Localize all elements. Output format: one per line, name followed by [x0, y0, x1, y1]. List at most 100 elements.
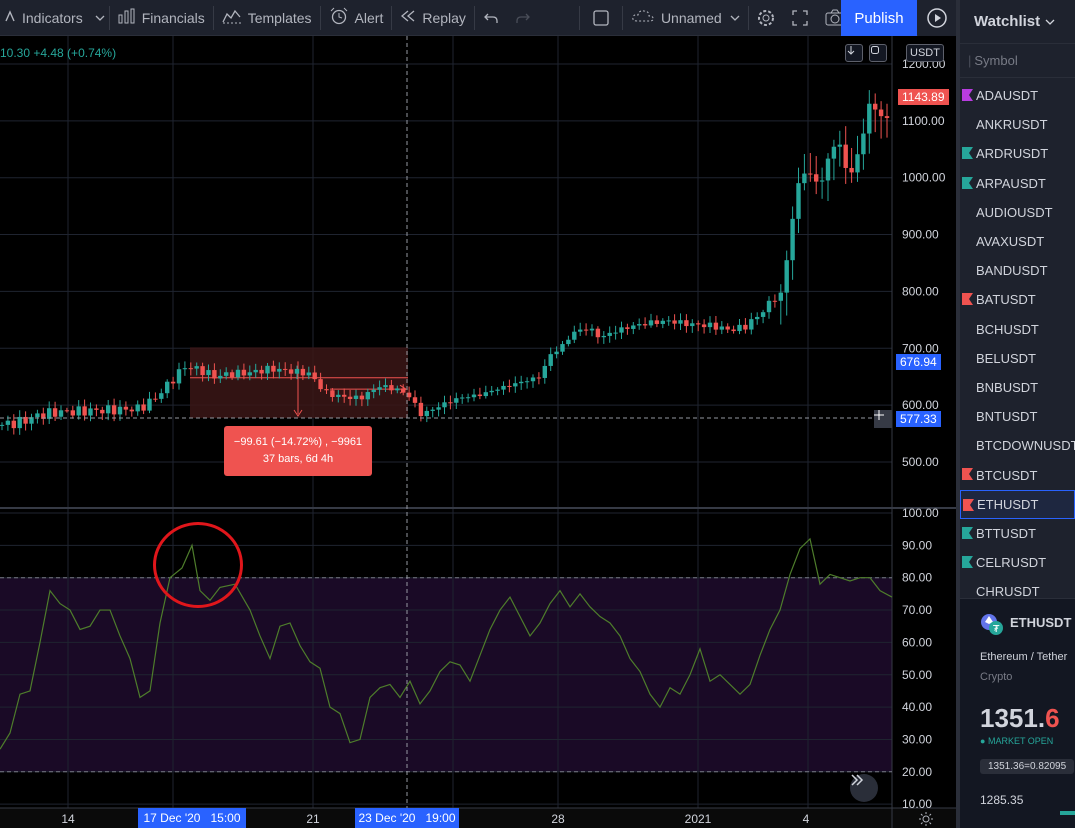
measure-box[interactable]: [190, 347, 408, 418]
watchlist-item[interactable]: ADAUSDT: [960, 81, 1075, 110]
candle-body: [707, 322, 713, 328]
time-axis-settings-button[interactable]: [918, 811, 934, 827]
candle-body: [170, 381, 176, 384]
scroll-down-button[interactable]: [845, 44, 863, 62]
financials-icon: [118, 8, 136, 27]
flag-icon[interactable]: [962, 468, 973, 481]
flag-icon[interactable]: [962, 526, 973, 539]
measure-tooltip: −99.61 (−14.72%) , −9961 37 bars, 6d 4h: [224, 426, 372, 476]
candle-body: [206, 370, 211, 376]
candle-body: [17, 416, 22, 429]
rsi-axis-label: 70.00: [902, 603, 932, 617]
crosshair-price-tag: 577.33: [896, 411, 941, 427]
currency-text: USDT: [910, 47, 940, 59]
time-highlight-start-text: 17 Dec '20 15:00: [143, 811, 241, 825]
price-axis-label: 600.00: [902, 398, 939, 412]
candle-body: [595, 328, 601, 338]
watchlist-item[interactable]: ARDRUSDT: [960, 139, 1075, 168]
watchlist-item-symbol: BTTUSDT: [976, 525, 1036, 541]
watchlist-item[interactable]: BTCUSDT: [960, 460, 1075, 489]
candle-body: [878, 109, 884, 117]
scroll-to-realtime-button[interactable]: [850, 774, 878, 802]
candle-body: [831, 146, 837, 159]
candle-body: [471, 394, 477, 398]
layout-name-button[interactable]: Unnamed: [623, 0, 748, 36]
alarm-clock-icon: [329, 7, 349, 28]
flag-icon[interactable]: [962, 293, 973, 306]
candle-body: [678, 320, 683, 324]
watchlist-item[interactable]: BCHUSDT: [960, 315, 1075, 344]
candle-body: [501, 385, 506, 390]
candle-body: [294, 368, 300, 374]
undo-button[interactable]: [475, 0, 507, 36]
watchlist-item[interactable]: BTTUSDT: [960, 519, 1075, 548]
settings-button[interactable]: [749, 0, 783, 36]
flag-icon[interactable]: [962, 147, 973, 160]
watchlist-item-symbol: BATUSDT: [976, 292, 1036, 308]
watchlist-item[interactable]: BTCDOWNUSDT: [960, 431, 1075, 460]
candle-body: [153, 398, 158, 400]
watchlist-item[interactable]: BNBUSDT: [960, 373, 1075, 402]
candle-body: [135, 404, 140, 412]
candle-body: [52, 408, 58, 417]
watchlist-item[interactable]: CHRUSDT: [960, 577, 1075, 606]
candle-body: [530, 377, 536, 382]
chart-area[interactable]: 1200.00 1100.00 1000.00 900.00 800.00 700.00 6…: [0, 36, 956, 828]
flag-icon[interactable]: [963, 498, 974, 511]
redo-button[interactable]: [507, 0, 539, 36]
crosshair-plus-button[interactable]: [874, 410, 892, 428]
financials-button[interactable]: Financials: [110, 0, 213, 36]
flag-icon[interactable]: [962, 176, 973, 189]
candle-body: [725, 326, 730, 330]
candle-body: [519, 381, 524, 384]
rewind-icon: [400, 9, 416, 26]
flag-icon[interactable]: [962, 89, 973, 101]
financials-label: Financials: [141, 9, 205, 26]
annotation-circle[interactable]: [153, 522, 243, 608]
fullscreen-button[interactable]: [783, 0, 817, 36]
candle-body: [129, 409, 134, 412]
reset-chart-button[interactable]: [869, 44, 887, 62]
watchlist-item-symbol: ADAUSDT: [976, 88, 1039, 104]
publish-button[interactable]: Publish: [841, 0, 917, 36]
watchlist-item[interactable]: ETHUSDT: [960, 489, 1075, 519]
currency-label[interactable]: USDT: [906, 44, 944, 62]
candle-body: [35, 413, 40, 418]
fullscreen-select-button[interactable]: [580, 0, 622, 36]
flag-icon[interactable]: [962, 556, 973, 568]
watchlist-item[interactable]: BATUSDT: [960, 285, 1075, 314]
candle-body: [637, 324, 642, 326]
watchlist-item-symbol: ARPAUSDT: [976, 175, 1046, 191]
candle-body: [58, 410, 64, 417]
candle-body: [713, 322, 719, 330]
watchlist-item[interactable]: ARPAUSDT: [960, 169, 1075, 198]
watchlist-item[interactable]: BANDUSDT: [960, 256, 1075, 285]
watchlist-header[interactable]: Watchlist: [960, 0, 1075, 44]
candle-body: [867, 103, 872, 134]
candle-body: [147, 398, 152, 411]
candle-body: [76, 406, 81, 416]
detail-type: Crypto: [980, 671, 1013, 683]
price-chart-canvas[interactable]: 1200.001100.001000.00900.00800.00700.006…: [0, 36, 956, 828]
candle-body: [819, 180, 825, 182]
watchlist-item[interactable]: ANKRUSDT: [960, 110, 1075, 139]
indicators-dropdown[interactable]: [91, 0, 109, 36]
indicators-button[interactable]: Indicators: [0, 0, 91, 36]
watchlist-item[interactable]: CELRUSDT: [960, 548, 1075, 577]
watchlist-item[interactable]: BELUSDT: [960, 344, 1075, 373]
candle-body: [418, 402, 424, 417]
symbol-column-header[interactable]: | Symbol: [960, 44, 1075, 78]
candle-body: [182, 368, 188, 370]
templates-button[interactable]: Templates: [214, 0, 320, 36]
alert-button[interactable]: Alert: [321, 0, 392, 36]
candle-body: [524, 381, 530, 383]
candle-body: [100, 409, 105, 414]
time-axis-label: 14: [61, 812, 75, 826]
toolbar-divider: [473, 5, 475, 30]
play-button[interactable]: [918, 0, 956, 36]
candle-body: [82, 406, 87, 416]
watchlist-item[interactable]: BNTUSDT: [960, 402, 1075, 431]
replay-button[interactable]: Replay: [392, 0, 474, 36]
watchlist-item[interactable]: AVAXUSDT: [960, 227, 1075, 256]
watchlist-item[interactable]: AUDIOUSDT: [960, 198, 1075, 227]
